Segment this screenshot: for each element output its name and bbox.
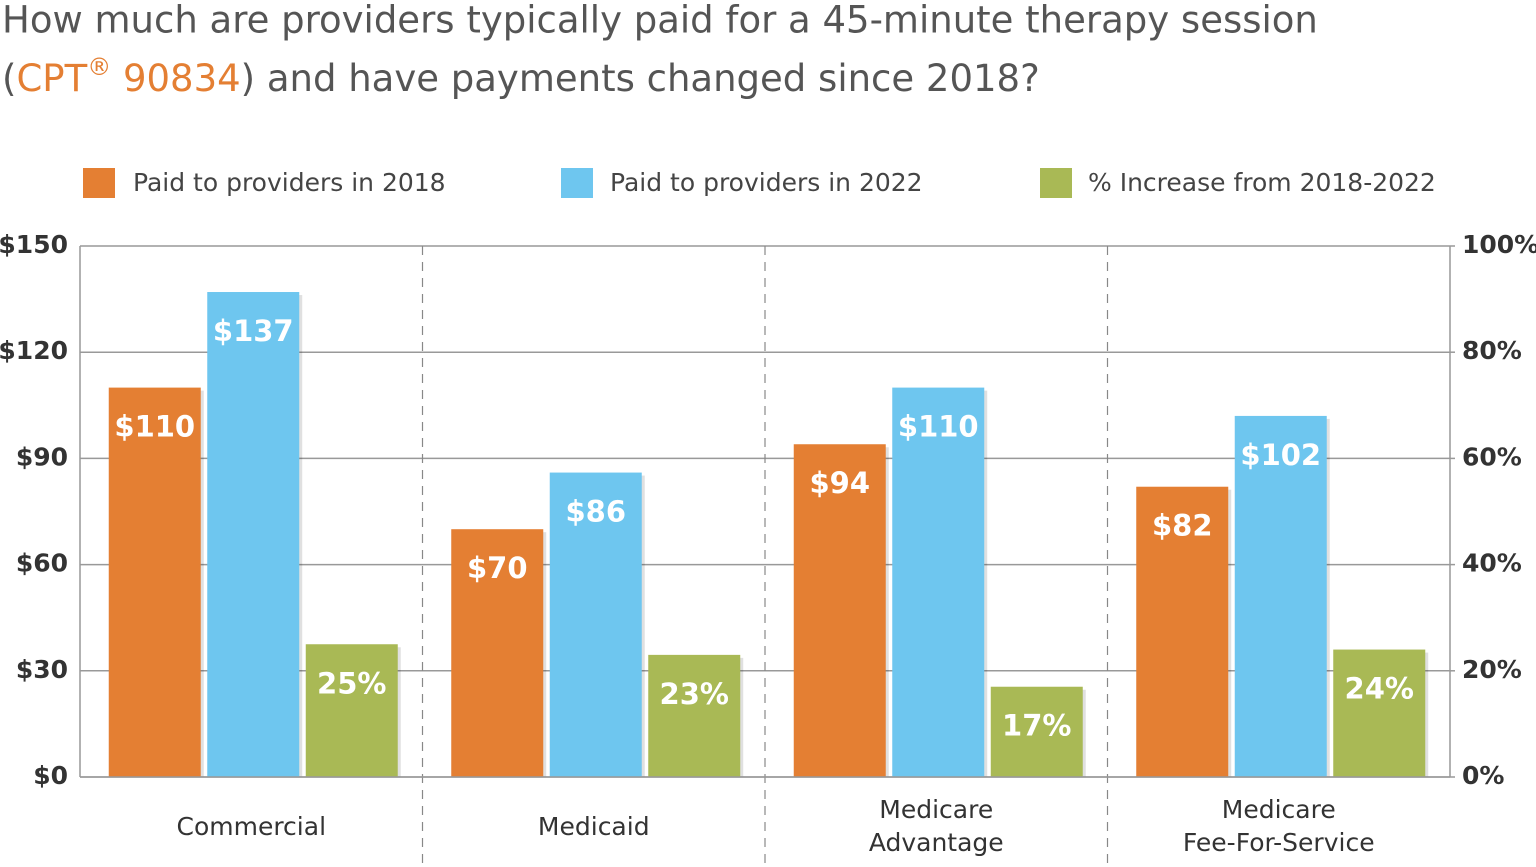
y2-tick-label: 40% [1462, 549, 1522, 578]
title-part: ) and have payments changed since 2018? [241, 57, 1040, 100]
x-tick-label: Fee-For-Service [1183, 828, 1375, 857]
data-label: $110 [114, 410, 195, 444]
y2-tick-label: 20% [1462, 655, 1522, 684]
bar [648, 654, 741, 777]
bar [793, 444, 886, 777]
y2-tick-label: 0% [1462, 761, 1504, 790]
bar [990, 686, 1083, 777]
x-tick-label: Medicare [879, 795, 993, 824]
y-tick-label: $30 [16, 655, 68, 684]
data-label: $70 [467, 551, 528, 585]
legend-swatch [83, 168, 115, 198]
x-tick-label: Advantage [869, 828, 1004, 857]
bar [451, 529, 544, 777]
bar [207, 292, 300, 777]
title-part: ® [87, 53, 111, 81]
data-label: 17% [1002, 709, 1071, 743]
legend-label: % Increase from 2018-2022 [1088, 168, 1436, 197]
bar [892, 387, 985, 777]
y-tick-label: $150 [0, 230, 68, 259]
bar [549, 472, 642, 777]
title-part: ( [2, 57, 16, 100]
data-label: 24% [1345, 672, 1414, 706]
y-tick-label: $0 [33, 761, 68, 790]
y2-tick-label: 100% [1462, 230, 1536, 259]
bar [1333, 649, 1426, 777]
legend-label: Paid to providers in 2018 [133, 168, 446, 197]
data-label: $102 [1240, 438, 1321, 472]
bar [305, 644, 398, 777]
legend-swatch [561, 168, 593, 198]
x-tick-label: Medicaid [538, 812, 650, 841]
legend-swatch [1040, 168, 1072, 198]
chart-title: How much are providers typically paid fo… [2, 0, 1318, 42]
data-label: $137 [213, 314, 294, 348]
title-part: 90834 [111, 57, 240, 100]
y-tick-label: $60 [16, 549, 68, 578]
data-label: $94 [809, 466, 870, 500]
data-label: 25% [317, 666, 386, 700]
data-label: $110 [898, 410, 979, 444]
y2-tick-label: 80% [1462, 336, 1522, 365]
bar [108, 387, 201, 777]
data-label: $86 [565, 495, 626, 529]
y-tick-label: $120 [0, 336, 68, 365]
bar [1234, 415, 1327, 777]
legend-label: Paid to providers in 2022 [610, 168, 923, 197]
data-label: 23% [660, 677, 729, 711]
chart-title: (CPT® 90834) and have payments changed s… [2, 53, 1040, 100]
y2-tick-label: 60% [1462, 442, 1522, 471]
x-tick-label: Commercial [176, 812, 326, 841]
title-part: CPT [16, 57, 87, 100]
bar [1136, 486, 1229, 777]
data-label: $82 [1152, 509, 1213, 543]
x-tick-label: Medicare [1222, 795, 1336, 824]
y-tick-label: $90 [16, 442, 68, 471]
